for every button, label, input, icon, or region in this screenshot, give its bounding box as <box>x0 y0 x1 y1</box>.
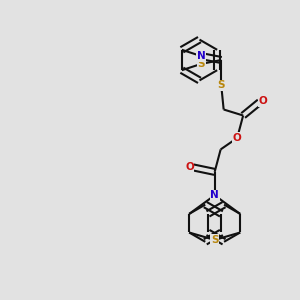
Text: N: N <box>210 190 219 200</box>
Text: O: O <box>233 133 242 143</box>
Text: N: N <box>197 51 206 61</box>
Text: S: S <box>218 80 225 91</box>
Text: O: O <box>185 162 194 172</box>
Text: S: S <box>211 235 218 245</box>
Text: S: S <box>197 59 205 69</box>
Text: O: O <box>258 96 267 106</box>
